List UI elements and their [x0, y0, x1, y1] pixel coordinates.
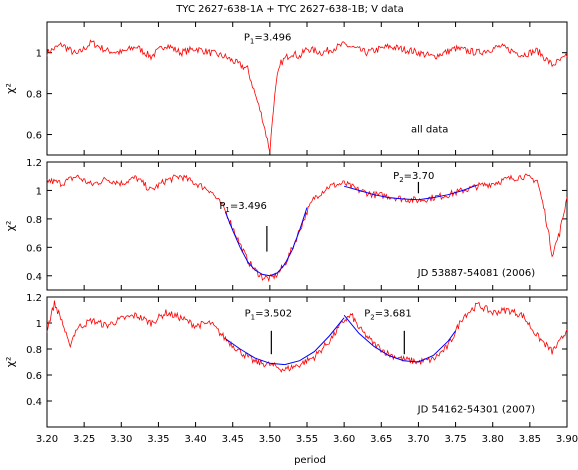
- plot-frame: [46, 21, 568, 156]
- x-tick-label: 3.40: [184, 434, 206, 445]
- panel-annotation: all data: [411, 124, 448, 135]
- y-tick-label: 1: [36, 319, 42, 330]
- panel-bottom: 0.4 0.6 0.8 1 1.2 3.20 3.25 3.30 3.35 3.40 3.45 3.5…: [4, 293, 578, 445]
- fit-curve: [225, 318, 344, 365]
- period-label-subscript: 1: [225, 206, 229, 214]
- y-tick-label: 0.6: [26, 131, 42, 142]
- y-tick-label: 1: [36, 49, 42, 60]
- period-label-subscript: 1: [251, 314, 255, 322]
- x-tick-label: 3.25: [73, 434, 95, 445]
- x-axis-label: period: [294, 455, 326, 466]
- period-label-subscript: 1: [250, 37, 254, 45]
- x-tick-label: 3.70: [407, 434, 429, 445]
- data-series-line: [47, 174, 567, 281]
- x-tick-label: 3.45: [222, 434, 244, 445]
- x-tick-label: 3.35: [147, 434, 169, 445]
- fit-curve: [225, 208, 307, 276]
- period-label-symbol: P: [393, 171, 399, 182]
- chart-title: TYC 2627-638-1A + TYC 2627-638-1B; V dat…: [175, 4, 403, 15]
- x-tick-label: 3.55: [296, 434, 318, 445]
- period-label-value: =3.502: [255, 309, 292, 320]
- x-tick-label: 3.65: [370, 434, 392, 445]
- y-tick-label: 0.8: [26, 90, 42, 101]
- period-label-subscript: 2: [399, 176, 403, 184]
- period-label-symbol: P: [219, 201, 225, 212]
- y-axis-label: χ²: [4, 357, 17, 368]
- period-label: P2=3.70: [393, 171, 434, 184]
- y-tick-label: 0.8: [26, 215, 42, 226]
- x-tick-label: 3.50: [259, 434, 281, 445]
- panel-annotation: JD 53887-54081 (2006): [417, 268, 536, 279]
- y-tick-label: 1: [36, 186, 42, 197]
- y-tick-label: 1.2: [26, 158, 42, 169]
- fit-curve: [344, 185, 478, 200]
- x-tick-label: 3.90: [556, 434, 578, 445]
- period-label: P1=3.502: [245, 309, 293, 322]
- data-series-line: [47, 301, 567, 372]
- y-tick-label: 0.8: [26, 345, 42, 356]
- period-label: P1=3.496: [244, 32, 292, 45]
- period-label: P2=3.681: [364, 309, 412, 322]
- x-tick-label: 3.20: [36, 434, 58, 445]
- y-tick-label: 0.4: [26, 397, 42, 408]
- period-label-subscript: 2: [370, 314, 374, 322]
- period-label-value: =3.496: [230, 201, 267, 212]
- period-label-value: =3.70: [404, 171, 435, 182]
- x-tick-label: 3.60: [333, 434, 355, 445]
- fit-curve: [344, 315, 456, 362]
- period-label-symbol: P: [245, 309, 251, 320]
- period-label-value: =3.496: [254, 32, 291, 43]
- x-tick-label: 3.30: [110, 434, 132, 445]
- y-tick-label: 0.6: [26, 243, 42, 254]
- y-tick-label: 1.2: [26, 293, 42, 304]
- y-tick-label: 0.6: [26, 371, 42, 382]
- y-axis-label: χ²: [4, 83, 17, 94]
- period-label: P1=3.496: [219, 201, 267, 214]
- period-label-symbol: P: [364, 309, 370, 320]
- x-tick-label: 3.75: [444, 434, 466, 445]
- panel-annotation: JD 54162-54301 (2007): [417, 405, 536, 416]
- data-series-line: [47, 40, 567, 153]
- y-tick-label: 0.4: [26, 272, 42, 283]
- period-label-value: =3.681: [375, 309, 412, 320]
- x-tick-label: 3.80: [482, 434, 504, 445]
- period-label-symbol: P: [244, 32, 250, 43]
- y-axis-label: χ²: [4, 221, 17, 232]
- x-tick-label: 3.85: [519, 434, 541, 445]
